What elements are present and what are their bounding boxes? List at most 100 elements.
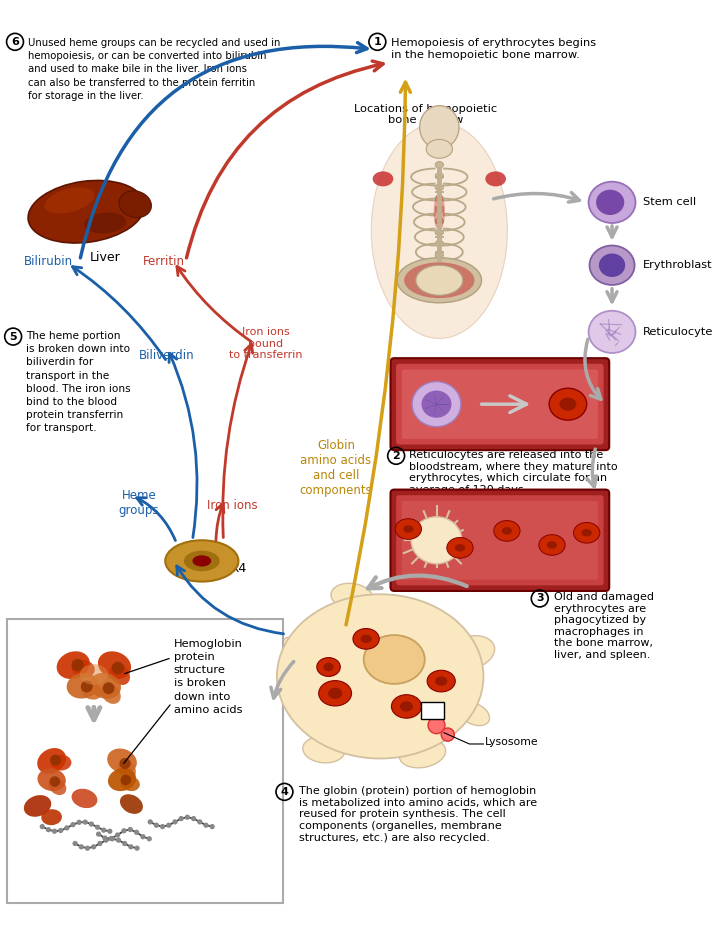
Ellipse shape	[412, 382, 461, 427]
Text: Erythroblast: Erythroblast	[643, 260, 713, 271]
Ellipse shape	[28, 181, 145, 243]
Circle shape	[209, 824, 215, 829]
Ellipse shape	[72, 660, 95, 678]
Ellipse shape	[274, 636, 308, 661]
Circle shape	[191, 816, 196, 821]
Text: Iron ions
bound
to transferrin: Iron ions bound to transferrin	[229, 328, 303, 360]
Ellipse shape	[485, 171, 506, 186]
Ellipse shape	[419, 106, 459, 149]
Circle shape	[89, 822, 94, 826]
Ellipse shape	[165, 540, 239, 581]
Circle shape	[79, 844, 84, 850]
Ellipse shape	[574, 522, 600, 543]
Ellipse shape	[589, 182, 635, 223]
Circle shape	[98, 841, 103, 846]
Circle shape	[58, 828, 63, 833]
Text: Hemopoiesis of erythrocytes begins
in the hemopoietic bone marrow.: Hemopoiesis of erythrocytes begins in th…	[391, 38, 596, 60]
Circle shape	[141, 834, 146, 840]
Ellipse shape	[49, 778, 67, 795]
Circle shape	[46, 827, 51, 832]
Circle shape	[85, 845, 90, 851]
Circle shape	[166, 823, 171, 827]
Circle shape	[81, 680, 92, 693]
Circle shape	[91, 844, 96, 850]
Circle shape	[49, 776, 60, 787]
Ellipse shape	[444, 636, 495, 670]
Text: Unused heme groups can be recycled and used in
hemopoiesis, or can be converted : Unused heme groups can be recycled and u…	[28, 38, 280, 101]
Ellipse shape	[353, 628, 379, 650]
Ellipse shape	[331, 583, 373, 610]
FancyBboxPatch shape	[391, 490, 609, 591]
Text: 5: 5	[9, 331, 17, 342]
Ellipse shape	[427, 670, 455, 692]
Ellipse shape	[435, 252, 444, 258]
Ellipse shape	[90, 673, 121, 698]
Ellipse shape	[395, 519, 422, 539]
Circle shape	[108, 836, 114, 841]
Ellipse shape	[581, 529, 592, 536]
Circle shape	[120, 775, 131, 785]
Ellipse shape	[108, 749, 137, 773]
Circle shape	[153, 823, 159, 827]
Circle shape	[128, 844, 133, 850]
Ellipse shape	[81, 682, 102, 699]
Circle shape	[112, 662, 124, 674]
Ellipse shape	[72, 789, 98, 808]
Text: The heme portion
is broken down into
biliverdin for
transport in the
blood. The : The heme portion is broken down into bil…	[27, 331, 131, 433]
Ellipse shape	[37, 748, 66, 774]
Ellipse shape	[184, 550, 219, 571]
Ellipse shape	[328, 688, 342, 699]
Text: Reticulocytes are released into the
bloodstream, where they mature into
erythroc: Reticulocytes are released into the bloo…	[409, 450, 618, 495]
FancyArrowPatch shape	[482, 396, 526, 413]
Ellipse shape	[51, 754, 72, 770]
Ellipse shape	[435, 229, 444, 236]
Circle shape	[120, 758, 130, 769]
Ellipse shape	[120, 795, 143, 814]
Text: Reticulocyte: Reticulocyte	[643, 327, 713, 337]
Circle shape	[70, 822, 75, 827]
Ellipse shape	[549, 388, 587, 420]
Text: Locations of hemopoietic
bone marrow: Locations of hemopoietic bone marrow	[353, 104, 497, 125]
Ellipse shape	[422, 390, 452, 417]
Circle shape	[77, 820, 82, 825]
Ellipse shape	[361, 635, 371, 643]
Ellipse shape	[411, 517, 462, 563]
FancyBboxPatch shape	[396, 495, 604, 585]
Ellipse shape	[318, 680, 351, 706]
Ellipse shape	[426, 139, 452, 158]
Text: Ferritin: Ferritin	[143, 255, 185, 268]
Ellipse shape	[416, 265, 462, 295]
Circle shape	[197, 819, 202, 825]
Ellipse shape	[303, 737, 345, 763]
Ellipse shape	[447, 537, 473, 558]
Ellipse shape	[435, 263, 444, 270]
Ellipse shape	[67, 673, 98, 698]
Ellipse shape	[323, 663, 333, 671]
Circle shape	[128, 826, 133, 832]
Ellipse shape	[589, 245, 635, 285]
Ellipse shape	[455, 544, 465, 551]
Text: 1: 1	[374, 37, 381, 47]
Text: Globin
amino acids
and cell
components: Globin amino acids and cell components	[300, 439, 372, 497]
Circle shape	[72, 841, 77, 846]
FancyBboxPatch shape	[396, 364, 604, 445]
Text: Old and damaged
erythrocytes are
phagocytized by
macrophages in
the bone marrow,: Old and damaged erythrocytes are phagocy…	[554, 592, 654, 660]
Ellipse shape	[403, 525, 414, 533]
Circle shape	[160, 824, 165, 829]
Ellipse shape	[435, 162, 444, 168]
Circle shape	[116, 838, 121, 842]
Ellipse shape	[277, 594, 483, 758]
Ellipse shape	[435, 218, 444, 225]
Ellipse shape	[435, 274, 444, 281]
Circle shape	[204, 823, 209, 827]
Circle shape	[95, 825, 100, 830]
Ellipse shape	[192, 555, 212, 566]
FancyBboxPatch shape	[402, 501, 598, 579]
FancyBboxPatch shape	[391, 358, 609, 450]
Ellipse shape	[108, 768, 136, 791]
Ellipse shape	[119, 191, 151, 217]
Text: x4: x4	[232, 562, 247, 575]
Text: Stem cell: Stem cell	[643, 197, 696, 208]
Circle shape	[121, 828, 126, 833]
Ellipse shape	[101, 684, 120, 704]
